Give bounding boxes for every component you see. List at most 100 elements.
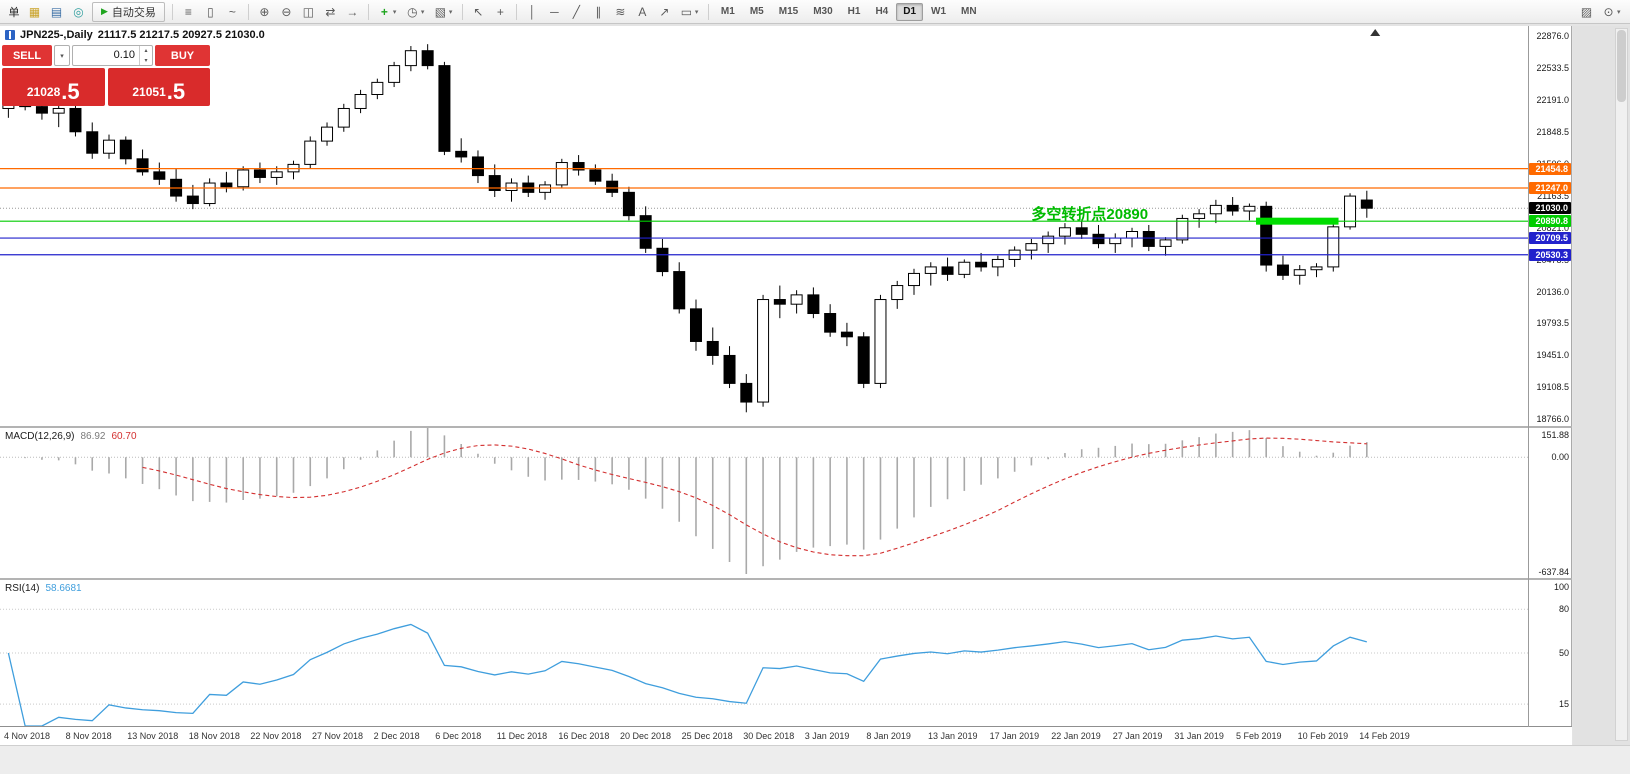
rsi-splitter[interactable]: [0, 578, 1572, 580]
dropdown-caret[interactable]: ▾: [420, 8, 425, 16]
arrow-tool-icon[interactable]: ↗: [659, 4, 670, 19]
macd-axis[interactable]: 151.88 0.00 -637.84: [1529, 428, 1571, 578]
new-order-icon[interactable]: ▦: [28, 4, 41, 19]
sell-price-display[interactable]: 21028 .5: [2, 68, 105, 106]
periods-icon[interactable]: ◷: [407, 4, 418, 19]
ohlc-values: 21117.5 21217.5 20927.5 21030.0: [97, 29, 265, 41]
timeframe-h1-button[interactable]: H1: [847, 6, 861, 17]
crosshair-icon[interactable]: +: [496, 4, 504, 19]
candle-body: [455, 150, 468, 158]
shapes-icon[interactable]: ▭: [680, 4, 693, 19]
timeframe-h4-button[interactable]: H4: [875, 6, 889, 17]
macd-pane[interactable]: [0, 428, 1528, 578]
horizontal-line-icon[interactable]: ─: [550, 4, 559, 19]
buy-price-display[interactable]: 21051 .5: [107, 68, 210, 106]
candle-body: [807, 294, 820, 315]
candle-body: [673, 271, 686, 310]
refresh-icon[interactable]: ◎: [73, 4, 84, 19]
volume-input[interactable]: 0.10: [113, 49, 135, 61]
price-chart[interactable]: [0, 26, 1528, 426]
channel-icon[interactable]: ∥: [595, 4, 602, 19]
chart-windows-icon[interactable]: ▤: [50, 4, 63, 19]
timeframe-d1-button[interactable]: D1: [896, 2, 924, 21]
axis-label: 22533.5: [1536, 63, 1569, 74]
candle-body: [723, 354, 736, 384]
vertical-scrollbar[interactable]: [1615, 28, 1628, 741]
vertical-line-icon[interactable]: │: [528, 4, 537, 19]
date-label: 2 Dec 2018: [373, 731, 420, 741]
candle-body: [891, 285, 904, 301]
candle-body: [321, 126, 334, 142]
fibonacci-icon[interactable]: ≋: [615, 4, 626, 19]
text-icon[interactable]: A: [638, 4, 647, 19]
scrollbar-thumb[interactable]: [1617, 30, 1626, 102]
macd-splitter[interactable]: [0, 426, 1572, 428]
stepper-up-icon[interactable]: ▴: [144, 48, 148, 55]
stepper-down-icon[interactable]: ▾: [144, 57, 148, 64]
candle-body: [1075, 227, 1088, 235]
bar-chart-icon[interactable]: ≡: [184, 4, 192, 19]
zoom-out-icon[interactable]: ⊖: [281, 4, 292, 19]
buy-button[interactable]: BUY: [155, 45, 210, 66]
date-label: 31 Jan 2019: [1174, 731, 1224, 741]
trendline-icon[interactable]: ╱: [572, 4, 581, 19]
timeframe-m5-button[interactable]: M5: [749, 6, 764, 17]
autotrading-label: 自动交易: [111, 6, 156, 19]
timeframe-m1-button[interactable]: M1: [720, 6, 735, 17]
date-axis[interactable]: 4 Nov 2018 8 Nov 2018 13 Nov 2018 18 Nov 20…: [0, 727, 1572, 745]
candle-body: [1360, 199, 1373, 209]
date-label: 27 Jan 2019: [1112, 731, 1163, 741]
dropdown-caret[interactable]: ▾: [694, 8, 699, 16]
indicators-icon[interactable]: +: [380, 4, 388, 19]
macd-main-value: 86.92: [80, 431, 106, 442]
chart-shift-icon[interactable]: →: [346, 4, 359, 19]
order-menu-button[interactable]: 单: [8, 6, 20, 19]
candle-body: [1193, 213, 1206, 219]
auto-scroll-icon[interactable]: ⇄: [325, 4, 336, 19]
rsi-axis[interactable]: 100 80 50 15: [1529, 580, 1571, 726]
new-chart-icon[interactable]: ▨: [1580, 4, 1593, 19]
candlestick-chart-icon[interactable]: ▯: [207, 4, 214, 19]
rsi-name: RSI(14): [5, 583, 40, 594]
date-label: 20 Dec 2018: [620, 731, 672, 741]
candle-body: [757, 299, 770, 403]
dropdown-caret[interactable]: ▾: [392, 8, 397, 16]
candle-body: [153, 171, 166, 180]
price-axis[interactable]: 22876.022533.522191.021848.521506.021163…: [1529, 26, 1571, 426]
candle-body: [1109, 237, 1122, 245]
toolbar-separator: [171, 3, 173, 20]
candle-body: [404, 50, 417, 67]
candle-body: [505, 182, 518, 191]
rsi-pane[interactable]: [0, 580, 1528, 726]
templates-icon[interactable]: ▧: [434, 4, 447, 19]
candle-body: [86, 131, 99, 154]
timeframe-m30-button[interactable]: M30: [813, 6, 833, 17]
dropdown-caret[interactable]: ▾: [1617, 8, 1621, 16]
timeframe-mn-button[interactable]: MN: [961, 6, 977, 17]
candle-body: [270, 171, 283, 178]
line-chart-icon[interactable]: ~: [228, 4, 236, 19]
autotrading-play-icon: ▶: [101, 6, 108, 16]
candle-body: [471, 156, 484, 177]
date-label: 10 Feb 2019: [1297, 731, 1349, 741]
sell-button[interactable]: SELL: [2, 45, 52, 66]
autotrading-button[interactable]: ▶ 自动交易: [92, 1, 165, 22]
candle-body: [874, 299, 887, 384]
timeframe-w1-button[interactable]: W1: [931, 6, 947, 17]
toolbar: 单 ▦ ▤ ◎ ▶ 自动交易 ≡ ▯ ~ ⊕ ⊖ ◫ ⇄ → + ▾ ◷ ▾ ▧…: [0, 0, 1630, 24]
cursor-icon[interactable]: ↖: [473, 4, 484, 19]
search-icon[interactable]: ⊙: [1603, 4, 1614, 19]
dropdown-caret[interactable]: ▾: [448, 8, 453, 16]
candle-body: [539, 184, 552, 193]
date-label: 8 Jan 2019: [866, 731, 911, 741]
candle-body: [790, 294, 803, 305]
zoom-in-icon[interactable]: ⊕: [259, 4, 270, 19]
workspace-gutter: [1573, 26, 1630, 745]
candle-body: [589, 169, 602, 182]
axis-label: 22191.0: [1536, 94, 1569, 105]
tile-windows-icon[interactable]: ◫: [302, 4, 315, 19]
chart-annotation[interactable]: 多空转折点20890: [1031, 205, 1149, 223]
candle-body: [1226, 204, 1239, 212]
order-type-dropdown[interactable]: ▾: [54, 45, 70, 66]
timeframe-m15-button[interactable]: M15: [778, 6, 799, 17]
